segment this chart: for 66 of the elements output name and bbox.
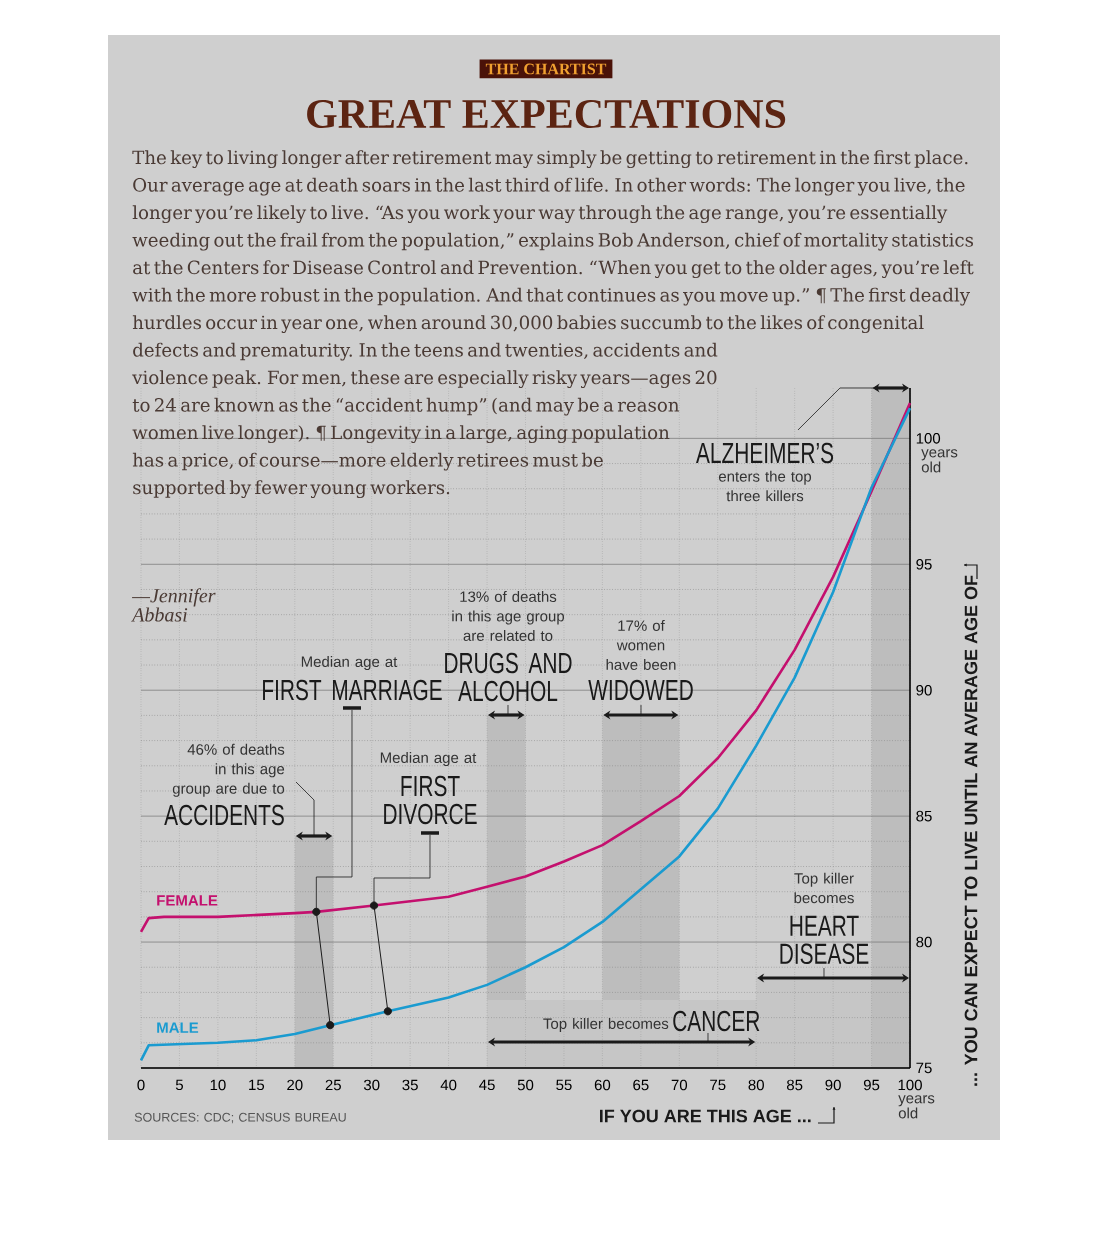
text: to 24 are known as the “accident hump” (and may be a reason xyxy=(132,397,680,416)
chart-subtitle: THE CHARTIST xyxy=(485,63,607,75)
x-tick-label: 5 xyxy=(175,1079,183,1091)
x-tick-label: 45 xyxy=(479,1079,495,1091)
x-tick-label: 10 xyxy=(210,1079,226,1091)
x-tick-label: 70 xyxy=(671,1079,688,1091)
x-axis-title: IF YOU ARE THIS AGE ... xyxy=(599,1109,811,1123)
chart-title: GREAT EXPECTATIONS xyxy=(307,99,786,129)
x-tick-label: 80 xyxy=(748,1079,764,1091)
y-tick-label: 100 xyxy=(916,433,941,444)
text: Our average age at death soars in the last third of life. In other words: The longer you live, the xyxy=(133,177,965,196)
band-label: HEART DISEASE xyxy=(780,915,869,965)
y-tick-label: 90 xyxy=(916,684,932,696)
annotation: Top killer becomes xyxy=(794,872,854,904)
x-tick-label: 25 xyxy=(325,1079,341,1091)
text: supported by fewer young workers. xyxy=(133,480,450,499)
annotation: enters the top three killers xyxy=(718,470,812,502)
x-tick-label: 65 xyxy=(633,1079,649,1091)
annotation: 17% of women have been xyxy=(606,619,676,670)
x-tick-label: 75 xyxy=(710,1079,726,1091)
text: hurdles occur in year one, when around 30,000 babies succumb to the likes of congenital xyxy=(132,315,924,334)
source-note: SOURCES: CDC; CENSUS BUREAU xyxy=(134,1112,346,1124)
x-tick-label: 100 xyxy=(898,1079,922,1091)
x-tick-label: 35 xyxy=(402,1079,418,1091)
text: with the more robust in the population. And that continues as you move up.” ¶ The first deadly xyxy=(132,287,970,306)
x-tick-label: 95 xyxy=(863,1079,880,1091)
annotation: —Jennifer Abbasi xyxy=(131,588,216,622)
text: defects and prematurity. In the teens and twenties, accidents and xyxy=(133,342,718,361)
text: at the Centers for Disease Control and Prevention. “When you get to the older ages, you’re left xyxy=(133,260,974,279)
x-tick-label: 20 xyxy=(287,1079,303,1091)
annotation: Median age at xyxy=(301,656,398,670)
band-label: ACCIDENTS xyxy=(164,804,284,826)
text: years old xyxy=(898,1095,935,1119)
text: years old xyxy=(921,449,958,473)
y-tick-label: 75 xyxy=(916,1062,932,1074)
x-tick-label: 30 xyxy=(363,1079,380,1091)
x-tick-label: 60 xyxy=(594,1079,611,1091)
x-tick-label: 85 xyxy=(786,1079,803,1091)
series-label: MALE xyxy=(157,1022,199,1033)
annotation: 13% of deaths in this age group are related to xyxy=(452,590,565,641)
annotation: FIRST DIVORCE xyxy=(384,775,477,825)
y-axis-title: ... YOU CAN EXPECT TO LIVE UNTIL AN AVERAGE AGE OF xyxy=(964,575,978,1086)
text: violence peak. For men, these are especially risky years—ages 20 xyxy=(132,370,717,389)
x-tick-label: 90 xyxy=(825,1079,841,1091)
x-tick-label: 50 xyxy=(517,1079,534,1091)
text: women live longer). ¶ Longevity in a large, aging population xyxy=(132,425,670,444)
text: The key to living longer after retirement may simply be getting to retirement in the first place. xyxy=(132,150,968,169)
series-label: FEMALE xyxy=(157,895,218,906)
x-tick-label: 40 xyxy=(440,1079,457,1091)
annotation: Top killer becomes xyxy=(543,1018,669,1032)
annotation: 46% of deaths in this age group are due to xyxy=(172,743,285,797)
text: weeding out the frail from the population,” explains Bob Anderson, chief of mortality statistics xyxy=(132,232,974,251)
band-label: DRUGS AND ALCOHOL xyxy=(445,652,572,702)
text: has a price, of course—more elderly retirees must be xyxy=(132,452,603,471)
band-label: WIDOWED xyxy=(588,679,693,701)
x-tick-label: 55 xyxy=(556,1079,572,1091)
x-tick-label: 15 xyxy=(249,1079,265,1091)
y-tick-label: 95 xyxy=(916,558,932,570)
band-label: CANCER xyxy=(673,1010,760,1032)
text: longer you’re likely to live. “As you work your way through the age range, you’re essentially xyxy=(132,205,948,224)
x-tick-label: 0 xyxy=(137,1079,145,1091)
annotation: Median age at xyxy=(380,752,477,766)
band-label: ALZHEIMER’S xyxy=(696,442,834,464)
y-tick-label: 85 xyxy=(916,810,932,822)
annotation: FIRST MARRIAGE xyxy=(263,679,442,701)
y-tick-label: 80 xyxy=(916,936,932,948)
